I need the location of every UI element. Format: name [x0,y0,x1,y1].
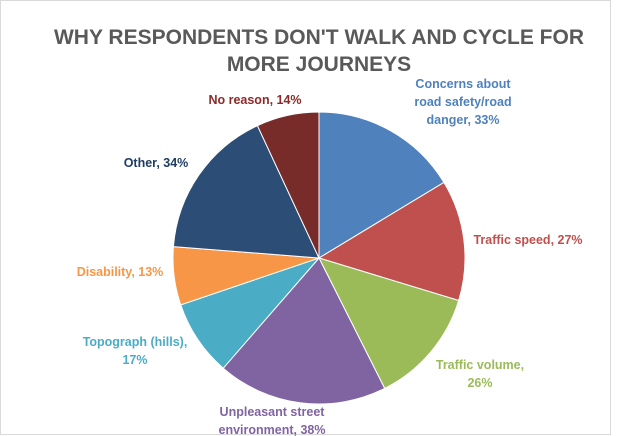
pie-slice [318,257,460,390]
data-label: Traffic volume, 26% [436,358,524,390]
chart-title: WHY RESPONDENTS DON'T WALK AND CYCLE FOR… [54,26,584,76]
data-label: Concerns about road safety/road danger, 33… [414,77,511,127]
pie-slice [318,111,445,259]
data-label: Topograph (hills), 17% [83,335,188,367]
data-label: Disability, 13% [77,265,164,279]
pie-slice [256,111,320,259]
data-label: Other, 34% [124,156,189,170]
data-label: No reason, 14% [208,93,301,107]
pie-slice [317,181,466,302]
data-label: Traffic speed, 27% [473,233,582,247]
pie-slice [222,257,386,405]
pie-slice [172,124,320,259]
data-label: Unpleasant street environment, 38% [219,405,326,436]
